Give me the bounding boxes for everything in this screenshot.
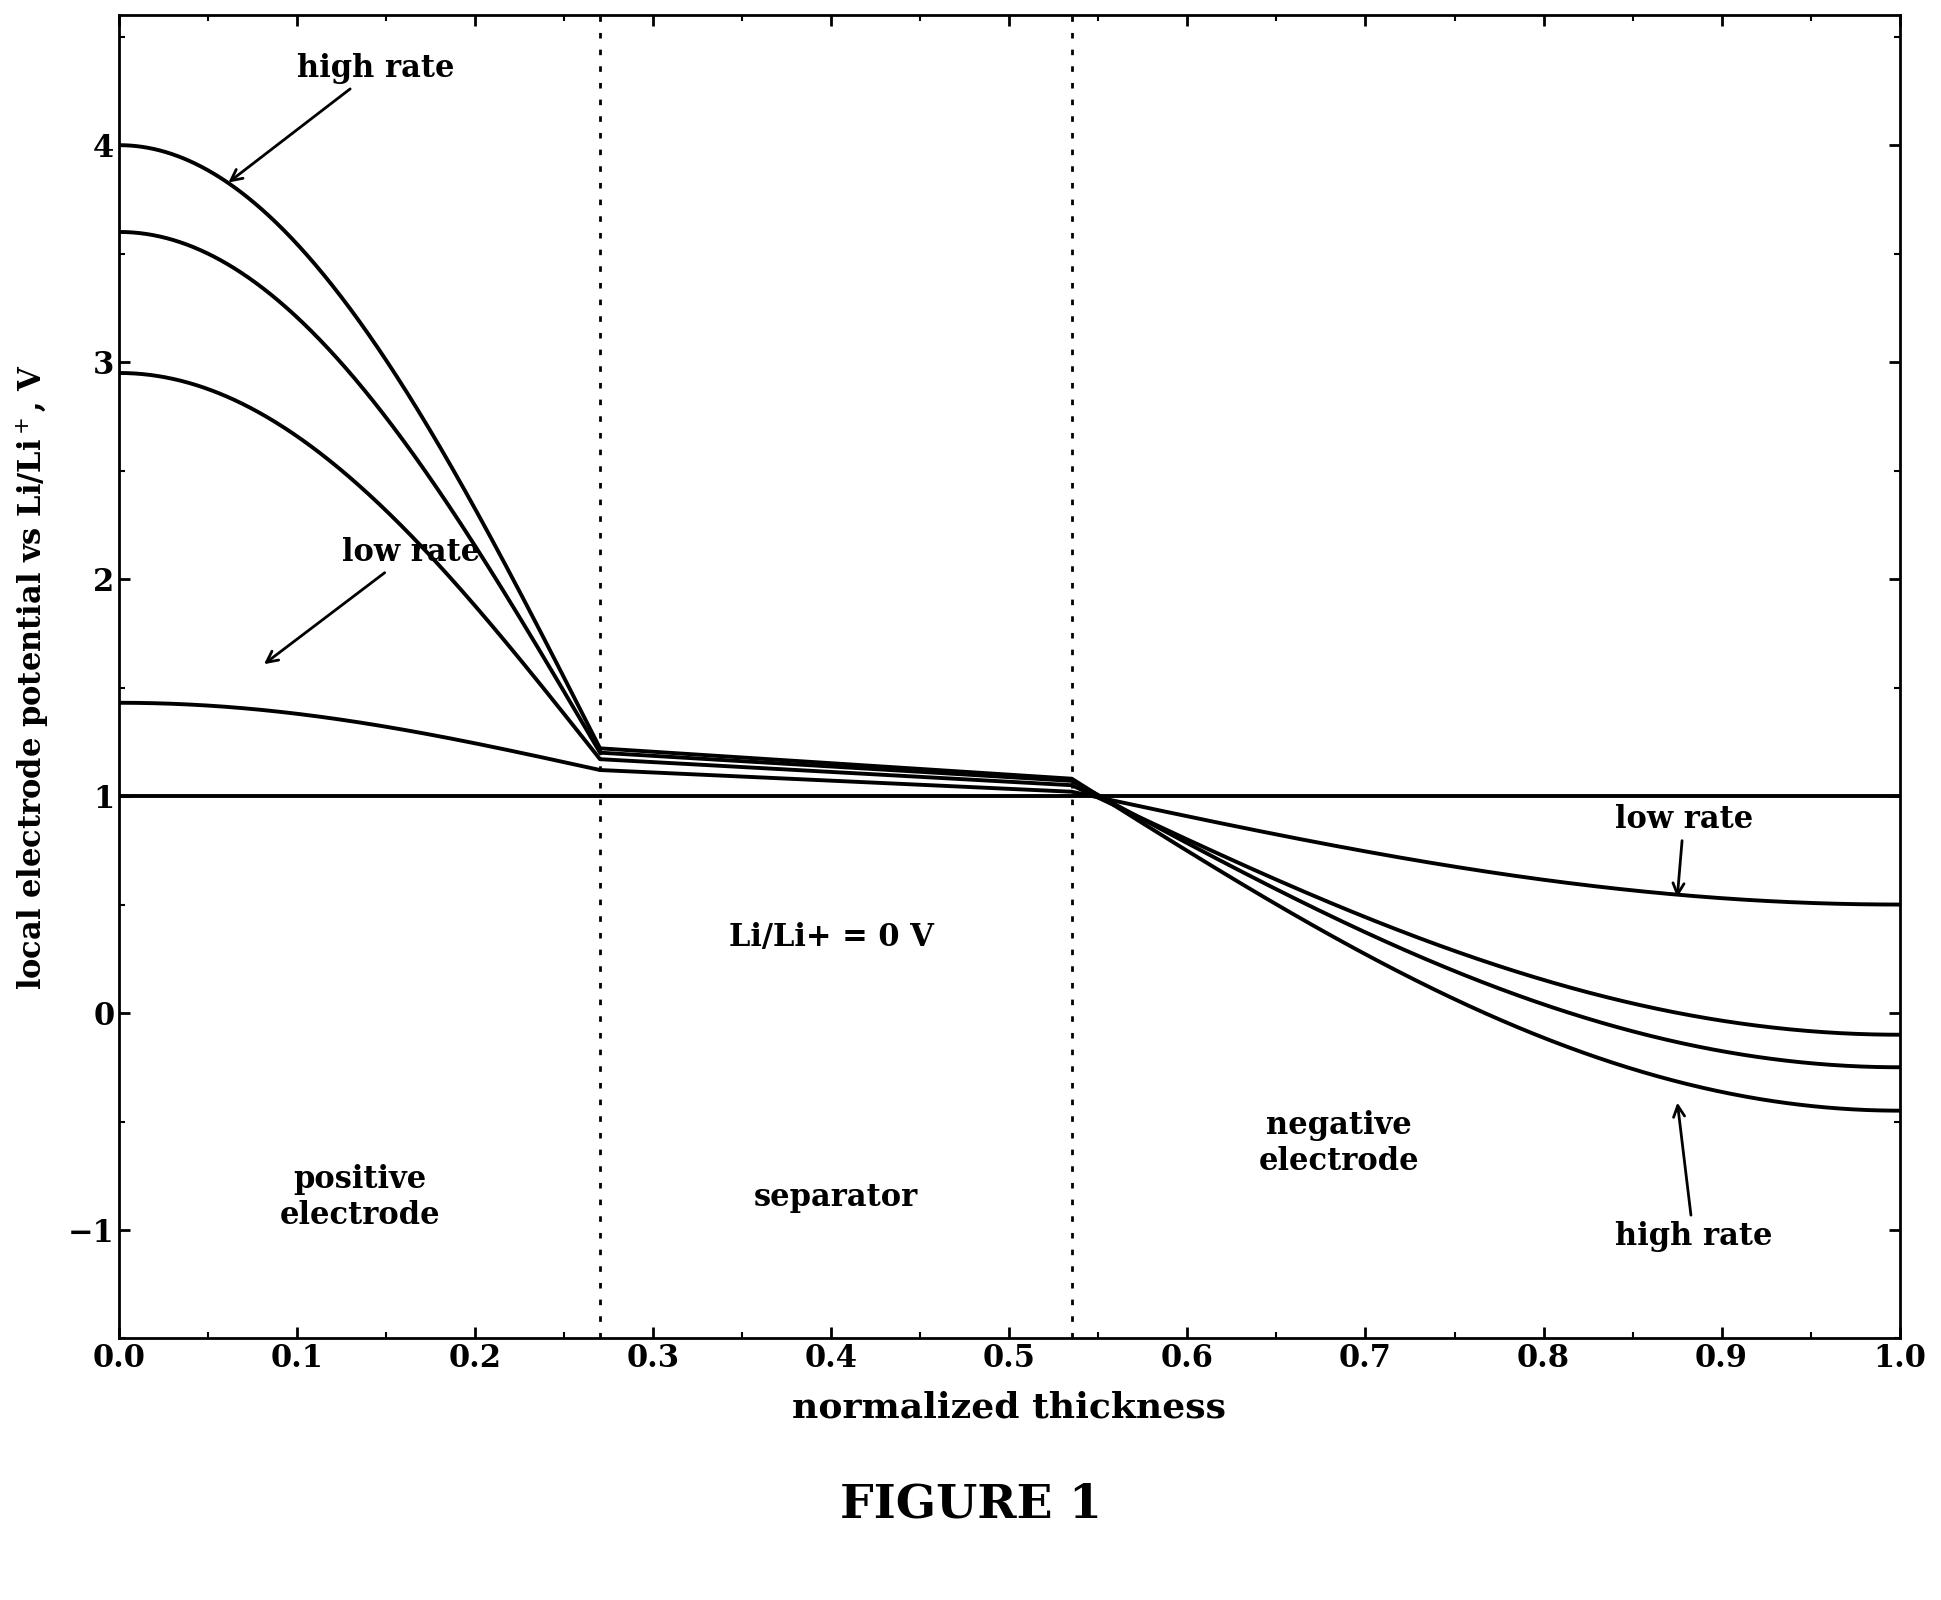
Text: high rate: high rate: [231, 53, 454, 181]
X-axis label: normalized thickness: normalized thickness: [792, 1390, 1227, 1426]
Text: low rate: low rate: [1615, 805, 1753, 894]
Y-axis label: local electrode potential vs Li/Li$^+$, V: local electrode potential vs Li/Li$^+$, …: [16, 363, 50, 989]
Text: positive
electrode: positive electrode: [280, 1165, 441, 1230]
Text: Li/Li+ = 0 V: Li/Li+ = 0 V: [730, 922, 934, 952]
Text: low rate: low rate: [266, 538, 479, 662]
Text: FIGURE 1: FIGURE 1: [840, 1482, 1101, 1526]
Text: high rate: high rate: [1615, 1106, 1772, 1251]
Text: separator: separator: [753, 1182, 918, 1213]
Text: negative
electrode: negative electrode: [1258, 1110, 1419, 1176]
